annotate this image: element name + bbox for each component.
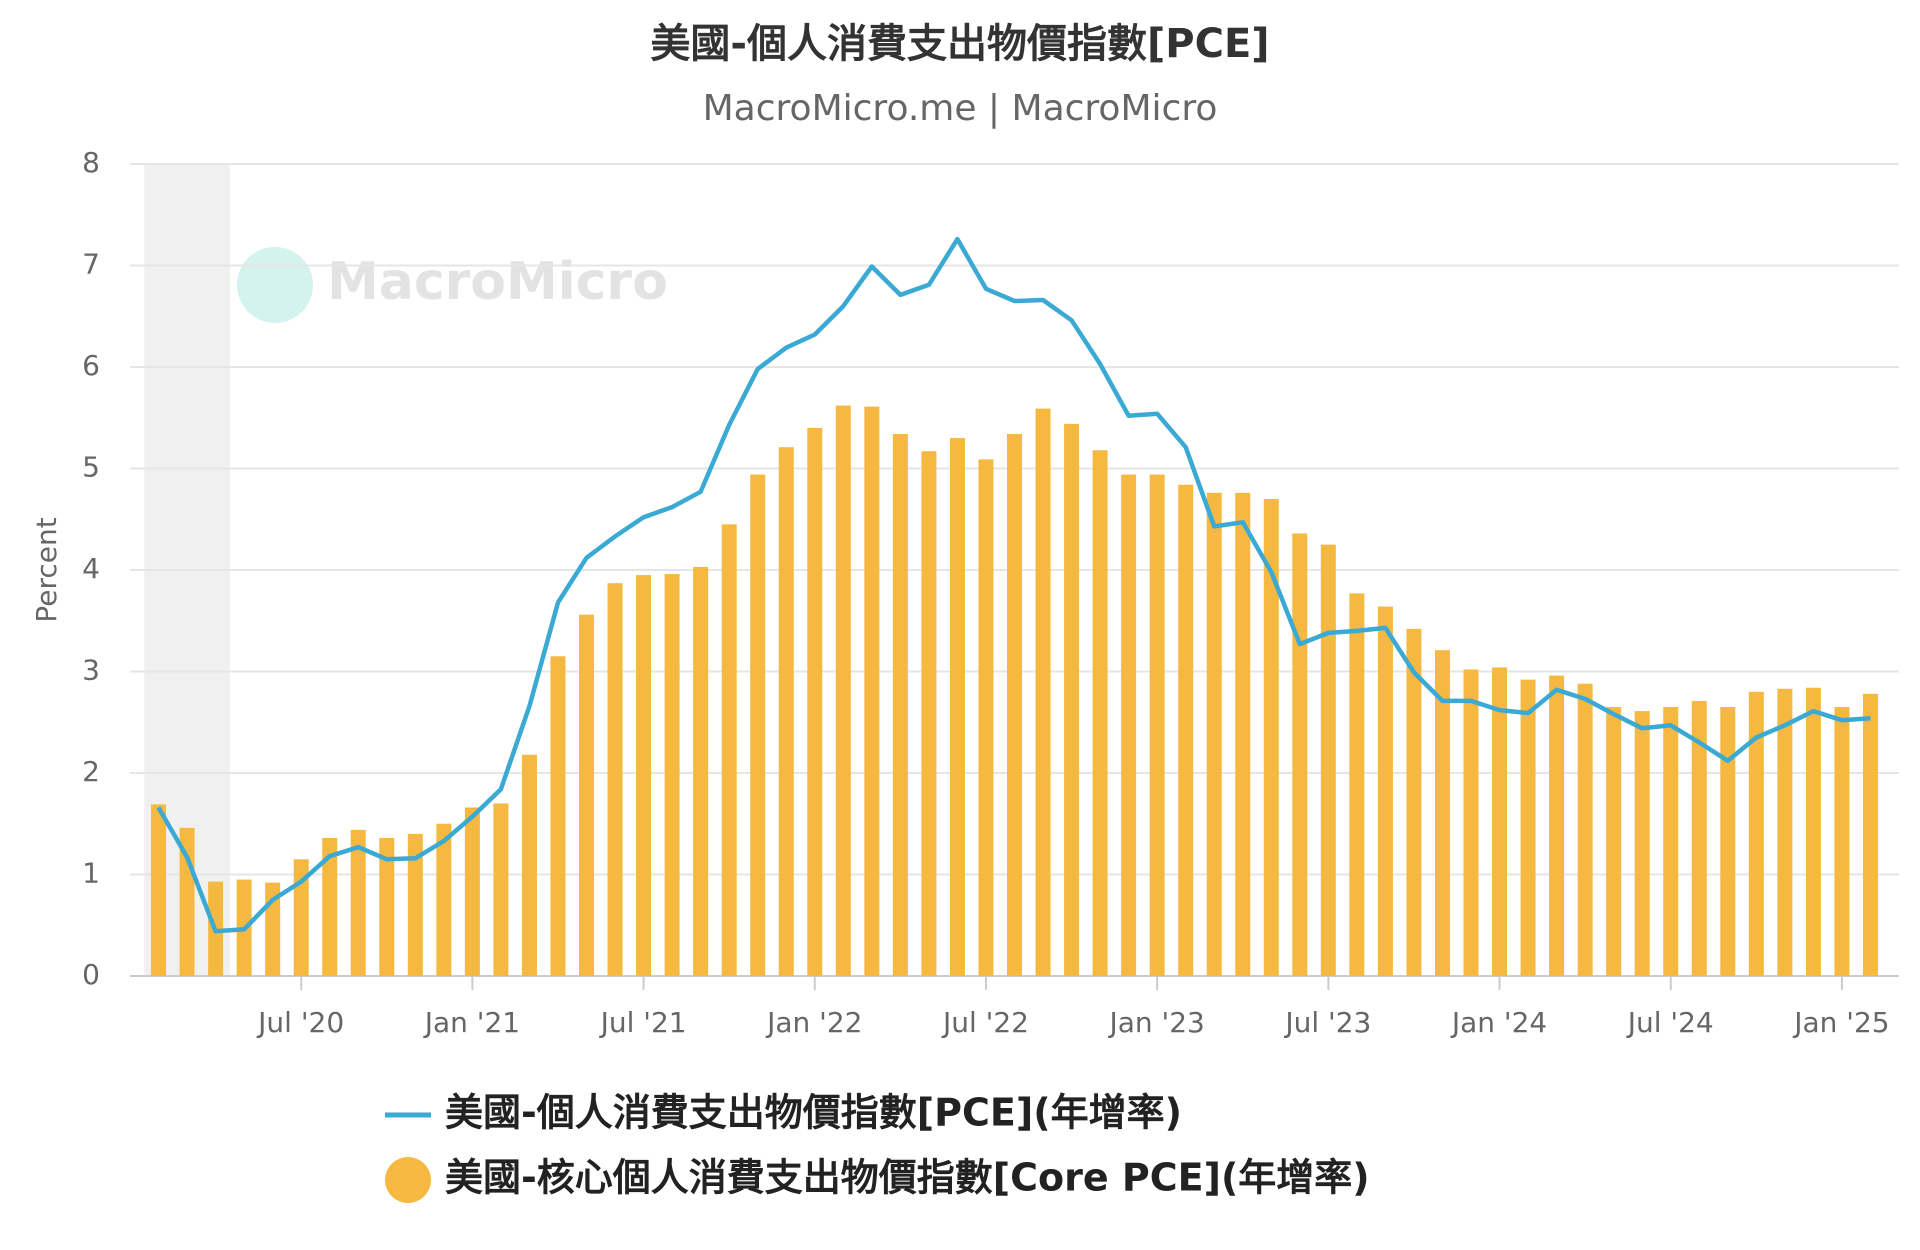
x-tick-label: Jan '22 <box>765 1006 862 1039</box>
bar <box>636 575 652 976</box>
bar <box>579 614 595 976</box>
bar <box>1748 691 1764 976</box>
bar <box>1092 450 1108 977</box>
chart-title: 美國-個人消費支出物價指數[PCE] <box>650 21 1269 67</box>
bar <box>436 823 452 976</box>
y-tick-label: 3 <box>82 654 100 687</box>
y-tick-label: 5 <box>82 451 100 484</box>
legend-swatch <box>385 1157 431 1203</box>
bar <box>1805 687 1821 976</box>
bar <box>1663 707 1679 976</box>
bar <box>949 438 965 976</box>
bar <box>1263 498 1279 976</box>
line <box>156 236 1871 934</box>
chart-subtitle: MacroMicro.me | MacroMicro <box>703 88 1218 129</box>
bar <box>1064 423 1080 977</box>
bar <box>693 566 709 976</box>
bar <box>550 656 566 976</box>
y-tick-label: 6 <box>82 349 100 382</box>
bar <box>1834 707 1850 976</box>
bar <box>750 474 766 976</box>
bar <box>151 804 167 976</box>
bar <box>1377 606 1393 976</box>
bar <box>1007 433 1022 976</box>
bar <box>1149 474 1165 976</box>
bar <box>1035 408 1051 976</box>
bar <box>1121 474 1137 976</box>
x-tick-label: Jan '24 <box>1450 1006 1547 1039</box>
bar <box>1349 593 1365 976</box>
y-tick-label: 4 <box>82 552 100 585</box>
bar <box>493 803 509 976</box>
bar <box>864 406 880 977</box>
bar <box>1292 533 1308 976</box>
bar <box>407 833 423 976</box>
bar <box>1406 628 1422 976</box>
x-tick-label: Jul '20 <box>256 1006 344 1039</box>
x-tick-label: Jan '25 <box>1792 1006 1889 1039</box>
x-tick-label: Jan '23 <box>1107 1006 1204 1039</box>
bar <box>464 807 480 976</box>
bar <box>778 447 794 976</box>
bar <box>1606 707 1622 976</box>
bar <box>293 859 309 976</box>
y-tick-label: 1 <box>82 857 100 890</box>
bar <box>664 574 680 976</box>
bar <box>521 754 537 976</box>
bar <box>350 829 366 976</box>
bar <box>1463 669 1479 976</box>
bar <box>892 433 908 976</box>
bar <box>1206 492 1222 976</box>
bar <box>835 405 851 976</box>
bar <box>1178 484 1194 976</box>
y-tick-label: 7 <box>82 248 100 281</box>
y-tick-label: 0 <box>82 958 100 991</box>
bar <box>921 451 937 976</box>
y-axis-label: Percent <box>30 517 63 622</box>
x-tick-label: Jul '21 <box>599 1006 687 1039</box>
watermark: MacroMicro <box>327 252 668 312</box>
bar <box>1492 667 1508 976</box>
bar <box>379 837 395 976</box>
bar <box>1520 679 1536 976</box>
x-tick-label: Jul '22 <box>941 1006 1029 1039</box>
bar <box>1777 688 1793 976</box>
bar <box>1862 693 1878 976</box>
bar <box>1434 650 1450 976</box>
y-tick-label: 2 <box>82 755 100 788</box>
bar <box>1320 544 1336 976</box>
y-tick-label: 8 <box>82 146 100 179</box>
bar <box>1691 700 1707 976</box>
watermark-logo <box>237 247 313 323</box>
legend-label: 美國-核心個人消費支出物價指數[Core PCE](年增率) <box>445 1156 1370 1200</box>
bar <box>1549 675 1565 976</box>
x-tick-label: Jan '21 <box>423 1006 520 1039</box>
bar <box>807 427 823 976</box>
x-tick-label: Jul '23 <box>1283 1006 1371 1039</box>
bar <box>322 837 338 976</box>
bar <box>1235 492 1251 976</box>
bar <box>607 583 623 976</box>
legend-label: 美國-個人消費支出物價指數[PCE](年增率) <box>445 1091 1182 1135</box>
bar <box>1720 707 1736 976</box>
bar <box>1577 683 1593 976</box>
bar <box>978 459 994 976</box>
bar <box>721 524 737 976</box>
x-tick-label: Jul '24 <box>1626 1006 1714 1039</box>
bar <box>1634 711 1650 976</box>
